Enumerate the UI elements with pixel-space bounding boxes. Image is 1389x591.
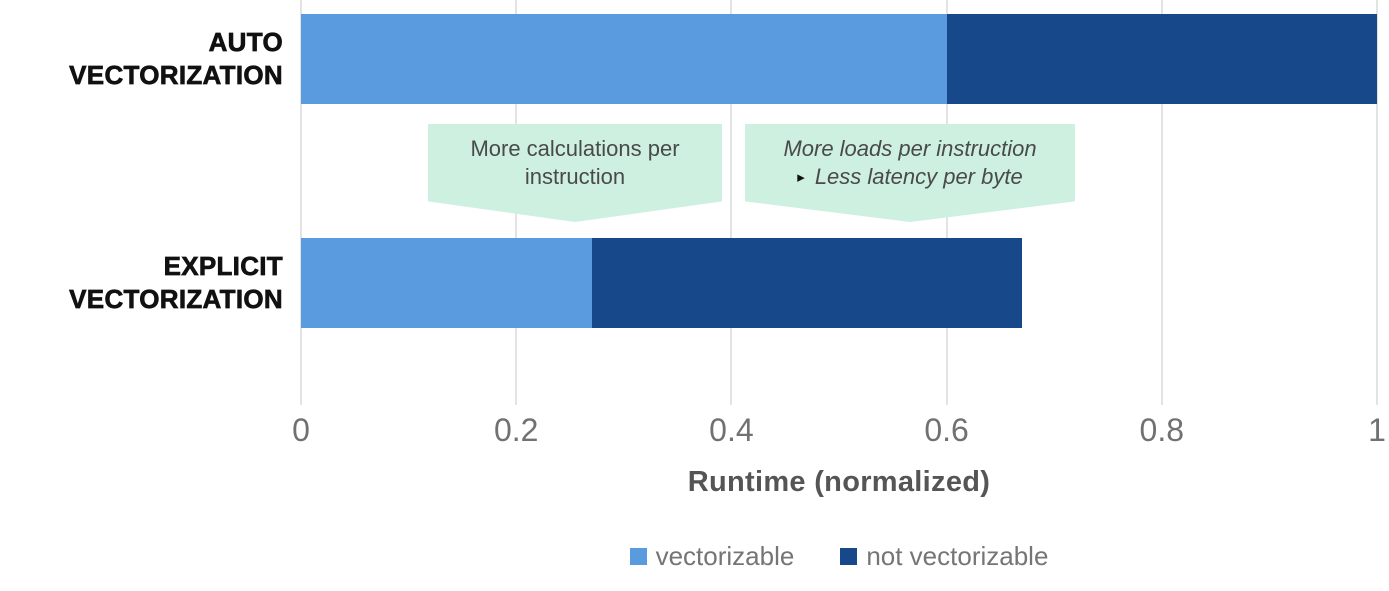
bar-segment-not-vectorizable xyxy=(946,14,1377,104)
gridline xyxy=(300,0,302,405)
x-tick-label: 0.6 xyxy=(924,412,969,448)
callout-line: More loads per instruction xyxy=(783,136,1037,161)
x-tick-label: 0 xyxy=(292,412,310,448)
callout-line: More calculations per xyxy=(470,136,680,161)
bar-segment-not-vectorizable xyxy=(591,238,1022,328)
category-label-auto-vectorization: AUTO VECTORIZATION xyxy=(69,27,283,91)
x-tick-label: 0.8 xyxy=(1139,412,1185,448)
bar-segment-vectorizable xyxy=(301,14,947,104)
x-tick-label: 1 xyxy=(1368,412,1386,448)
legend-item-vectorizable: vectorizable xyxy=(629,540,795,572)
bar-segment-vectorizable xyxy=(301,238,592,328)
gridline xyxy=(1376,0,1378,405)
legend-label: not vectorizable xyxy=(866,540,1049,571)
category-label-explicit-vectorization: EXPLICIT VECTORIZATION xyxy=(69,251,283,315)
callout-more-loads: More loads per instruction ▸ Less latency… xyxy=(745,124,1075,222)
legend-item-not-vectorizable: not vectorizable xyxy=(840,541,1048,572)
bullet-triangle-icon: ▸ xyxy=(797,169,805,186)
bar-explicit-vectorization xyxy=(301,238,1377,328)
gridline xyxy=(1160,0,1163,405)
bar-auto-vectorization xyxy=(301,14,1377,104)
callout-line-text: Less latency per byte xyxy=(814,164,1023,189)
x-axis: 0 0.2 0.4 0.6 0.8 1 xyxy=(292,412,1386,452)
gridline xyxy=(730,0,733,405)
callout-line: ▸ Less latency per byte xyxy=(745,163,1075,194)
callout-line: instruction xyxy=(524,164,626,189)
x-tick-label: 0.2 xyxy=(493,412,539,448)
callout-more-calculations: More calculations per instruction xyxy=(428,124,722,222)
x-axis-title: Runtime (normalized) xyxy=(687,466,991,498)
legend-label: vectorizable xyxy=(655,540,795,571)
legend-swatch-icon xyxy=(629,547,647,565)
x-tick-label: 0.4 xyxy=(709,412,754,448)
plot-area xyxy=(300,0,1378,405)
legend-swatch-icon xyxy=(840,547,858,565)
legend: vectorizable not vectorizable xyxy=(301,538,1377,574)
